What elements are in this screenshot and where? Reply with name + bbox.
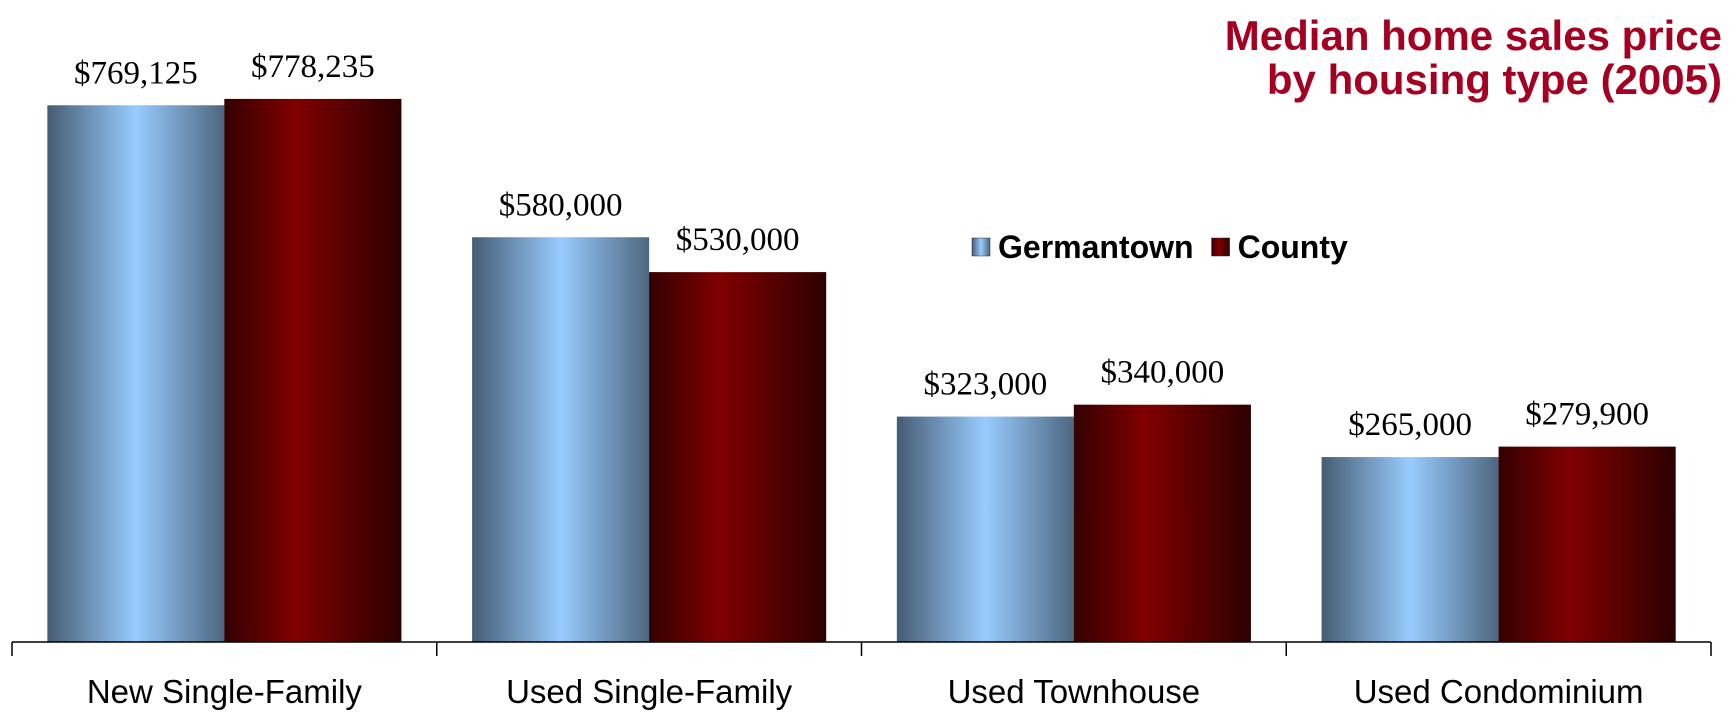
chart-title: by housing type (2005) <box>1267 56 1722 103</box>
value-label: $340,000 <box>1101 355 1225 391</box>
x-tick-label: Used Single-Family <box>506 673 793 710</box>
bar <box>224 98 402 643</box>
x-tick-label: New Single-Family <box>87 673 363 710</box>
legend-label: County <box>1238 229 1348 265</box>
bar <box>1498 446 1676 642</box>
bar <box>472 237 650 642</box>
bar <box>1073 404 1251 642</box>
bar <box>47 105 225 643</box>
bar <box>896 416 1074 642</box>
x-tick-label: Used Condominium <box>1354 673 1644 710</box>
legend-swatch-shade <box>972 238 990 256</box>
value-label: $530,000 <box>676 222 800 258</box>
value-label: $769,125 <box>74 55 198 91</box>
bar <box>649 272 827 642</box>
bar <box>1321 457 1499 642</box>
value-label: $323,000 <box>924 367 1048 403</box>
chart-title: Median home sales price <box>1225 12 1722 59</box>
x-tick-label: Used Townhouse <box>948 673 1201 710</box>
value-label: $778,235 <box>251 49 375 85</box>
legend-label: Germantown <box>998 229 1194 265</box>
legend-swatch-shade <box>1211 238 1230 256</box>
value-label: $279,900 <box>1525 397 1649 433</box>
value-label: $265,000 <box>1348 407 1472 443</box>
value-label: $580,000 <box>499 187 623 223</box>
